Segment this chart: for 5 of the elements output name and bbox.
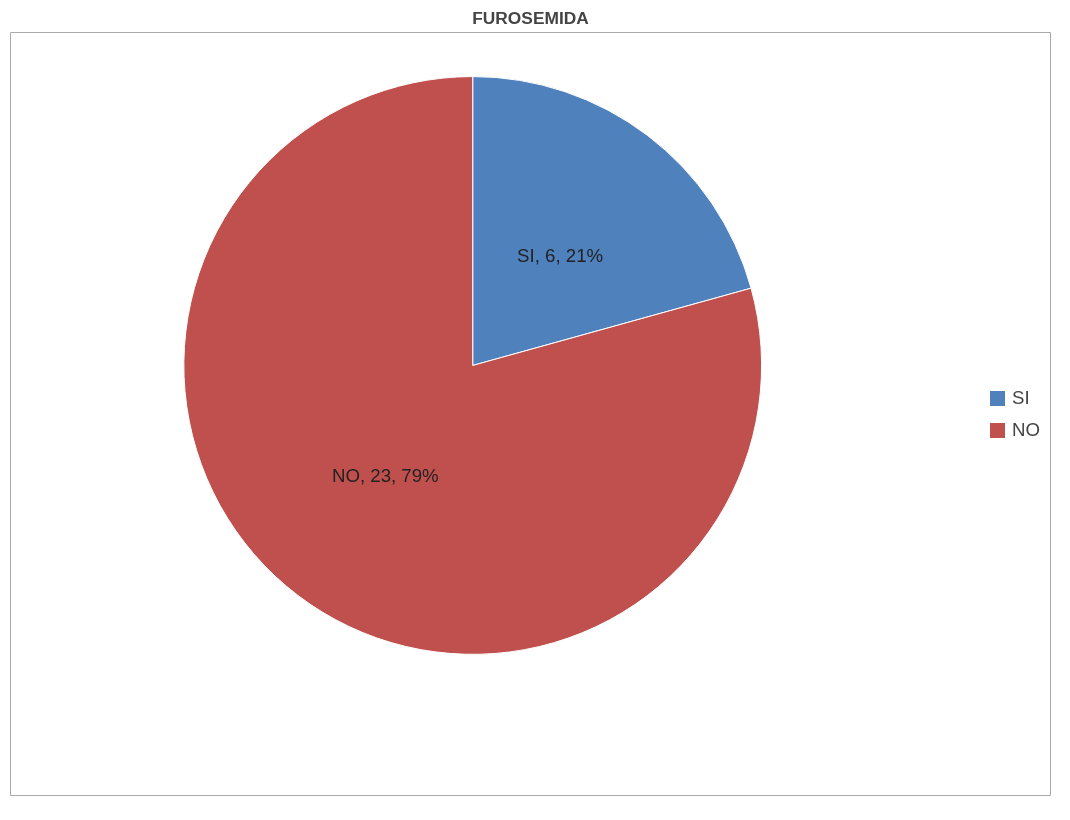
data-label: NO, 23, 79% [331, 465, 439, 487]
legend-label: SI [1012, 386, 1031, 409]
legend-label: NO [1012, 418, 1040, 441]
chart-title: FUROSEMIDA [472, 7, 590, 28]
data-label: SI, 6, 21% [517, 244, 604, 266]
